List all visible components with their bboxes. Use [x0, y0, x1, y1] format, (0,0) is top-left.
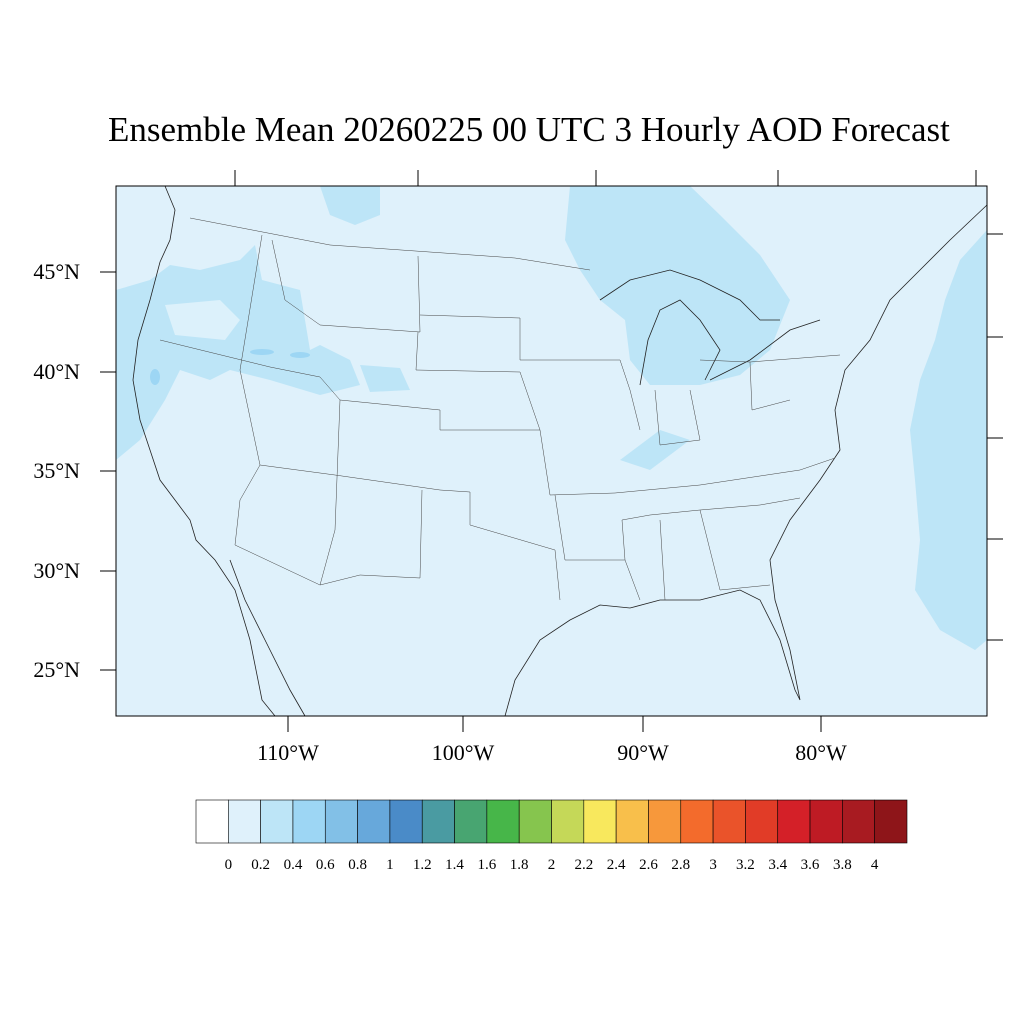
lon-label-110w: 110°W — [257, 740, 319, 765]
lon-label-90w: 90°W — [617, 740, 669, 765]
lat-label-35n: 35°N — [33, 458, 80, 483]
colorbar-label: 3.4 — [768, 857, 788, 873]
colorbar-label: 1.4 — [445, 857, 464, 873]
colorbar-label: 2.6 — [639, 857, 658, 873]
state-borders — [159, 217, 841, 601]
colorbar-box — [486, 799, 520, 844]
lat-label-40n: 40°N — [33, 359, 80, 384]
colorbar-label: 1.8 — [509, 857, 529, 873]
colorbar-box — [228, 799, 261, 844]
colorbar-box — [454, 799, 488, 844]
colorbar-box — [195, 799, 229, 844]
colorbar-label: 2.4 — [606, 857, 626, 873]
lon-label-80w: 80°W — [795, 740, 847, 765]
colorbar-box — [712, 799, 746, 844]
colorbar-label: 1.2 — [412, 857, 432, 873]
colorbar-label: 0 — [224, 857, 233, 873]
colorbar-box — [292, 799, 326, 844]
colorbar-box — [357, 799, 391, 844]
aod-plumes — [116, 186, 987, 650]
colorbar-box — [324, 799, 358, 844]
map-title: Ensemble Mean 20260225 00 UTC 3 Hourly A… — [108, 110, 950, 149]
colorbar-box — [777, 799, 811, 844]
coastlines — [132, 185, 988, 717]
colorbar-label: 3.8 — [832, 857, 852, 873]
colorbar-label: 2.8 — [671, 857, 691, 873]
colorbar-box — [518, 799, 552, 844]
colorbar-label: 2.2 — [574, 857, 594, 873]
colorbar-label: 3.2 — [736, 857, 755, 873]
colorbar-box — [389, 799, 423, 844]
colorbar-label: 3 — [709, 857, 717, 873]
colorbar-box — [421, 799, 455, 844]
colorbar — [195, 799, 908, 844]
colorbar-box — [745, 799, 779, 844]
colorbar-box — [680, 799, 714, 844]
lat-label-25n: 25°N — [33, 657, 80, 682]
colorbar-box — [551, 799, 585, 844]
colorbar-box — [615, 799, 649, 844]
colorbar-label: 2 — [547, 857, 556, 873]
axis-ticks — [100, 170, 1003, 732]
colorbar-label: 0.2 — [251, 857, 270, 873]
colorbar-box — [874, 799, 908, 844]
colorbar-box — [648, 799, 682, 844]
colorbar-box — [842, 799, 875, 844]
lon-label-100w: 100°W — [431, 740, 495, 765]
map-frame — [100, 170, 1003, 732]
lat-label-45n: 45°N — [33, 259, 80, 284]
colorbar-label: 0.8 — [348, 857, 367, 873]
colorbar-label: 3.6 — [800, 857, 820, 873]
colorbar-label: 0.6 — [315, 857, 335, 873]
colorbar-box — [260, 799, 294, 844]
lat-label-30n: 30°N — [33, 558, 80, 583]
colorbar-box — [809, 799, 843, 844]
colorbar-label: 1 — [386, 857, 394, 873]
colorbar-label: 1.6 — [477, 857, 497, 873]
colorbar-label: 4 — [870, 857, 879, 873]
colorbar-box — [583, 799, 617, 844]
colorbar-label: 0.4 — [283, 857, 303, 873]
